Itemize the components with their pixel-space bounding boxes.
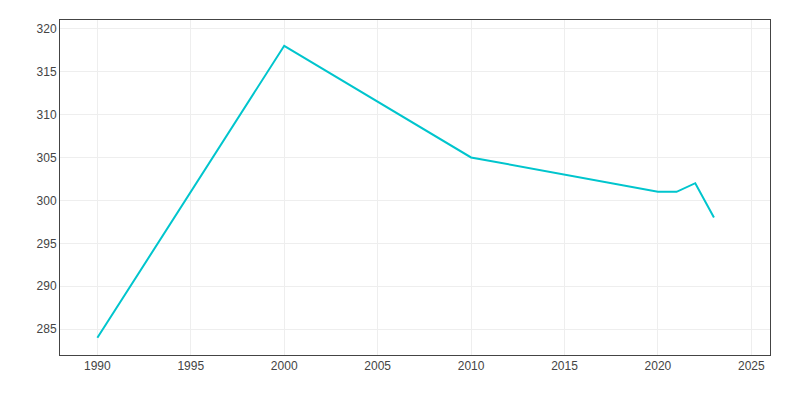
svg-text:320: 320 [37,22,57,36]
svg-text:2010: 2010 [458,359,485,373]
svg-text:2005: 2005 [364,359,391,373]
svg-text:315: 315 [37,65,57,79]
svg-text:2015: 2015 [551,359,578,373]
svg-text:290: 290 [37,279,57,293]
svg-text:1995: 1995 [177,359,204,373]
svg-text:295: 295 [37,237,57,251]
svg-text:1990: 1990 [84,359,111,373]
svg-text:2025: 2025 [738,359,765,373]
svg-text:2000: 2000 [271,359,298,373]
svg-text:285: 285 [37,322,57,336]
svg-text:305: 305 [37,151,57,165]
svg-text:300: 300 [37,194,57,208]
svg-text:310: 310 [37,108,57,122]
svg-text:2020: 2020 [645,359,672,373]
